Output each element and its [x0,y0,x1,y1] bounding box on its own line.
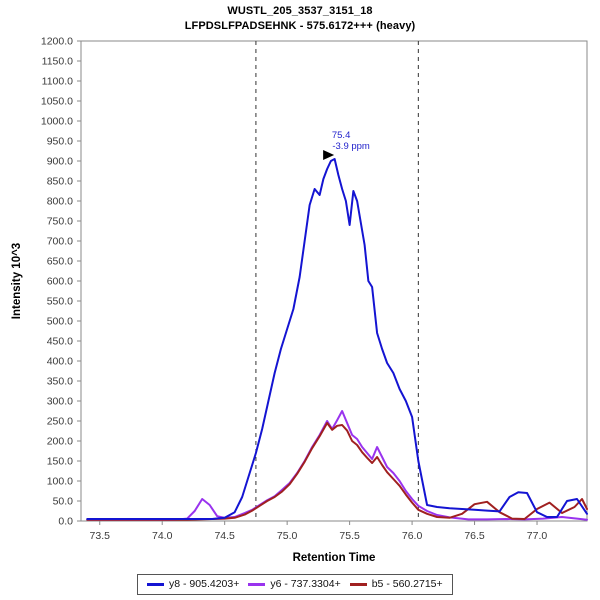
svg-text:73.5: 73.5 [90,530,111,542]
y-axis-label: Intensity 10^3 [11,243,23,319]
svg-text:700.0: 700.0 [47,236,73,248]
svg-text:500.0: 500.0 [47,316,73,328]
svg-text:1150.0: 1150.0 [42,56,73,68]
svg-text:77.0: 77.0 [527,530,548,542]
svg-text:50.0: 50.0 [53,496,74,508]
svg-text:75.0: 75.0 [277,530,298,542]
svg-text:550.0: 550.0 [47,296,73,308]
x-axis-label: Retention Time [293,552,376,564]
svg-text:800.0: 800.0 [47,196,73,208]
chart-legend[interactable]: y8 - 905.4203+ y6 - 737.3304+ b5 - 560.2… [137,574,453,595]
svg-text:1000.0: 1000.0 [41,116,73,128]
plot-frame [80,40,588,522]
svg-text:600.0: 600.0 [47,276,73,288]
legend-swatch-y8 [147,582,164,586]
legend-item-b5[interactable]: b5 - 560.2715+ [349,578,443,590]
svg-text:-3.9 ppm: -3.9 ppm [332,141,370,152]
x-axis-ticks: 73.5 74.0 74.5 75.0 75.5 76.0 76.5 77.0 [90,521,548,542]
svg-text:900.0: 900.0 [47,156,73,168]
integration-boundaries[interactable] [255,41,419,521]
chart-title-line1: WUSTL_205_3537_3151_18 [227,5,373,17]
svg-text:74.0: 74.0 [152,530,173,542]
legend-swatch-y6 [248,582,266,586]
legend-label-y8: y8 - 905.4203+ [169,578,240,590]
legend-swatch-b5 [349,582,367,586]
chart-title-line2: LFPDSLFPADSEHNK - 575.6172+++ (heavy) [184,20,416,32]
svg-text:76.5: 76.5 [464,530,485,542]
svg-text:75.4: 75.4 [332,130,351,141]
peak-annotation: 75.4-3.9 ppm [323,130,370,160]
svg-text:150.0: 150.0 [47,456,73,468]
y-axis-ticks: 0.0 50.0 100.0 150.0 200.0 250.0 300.0 350.0 400… [41,36,81,528]
svg-text:350.0: 350.0 [47,376,73,388]
svg-text:100.0: 100.0 [47,476,73,488]
series-layer[interactable] [86,158,588,521]
svg-text:200.0: 200.0 [47,436,73,448]
svg-text:850.0: 850.0 [47,176,73,188]
svg-text:250.0: 250.0 [47,416,73,428]
svg-text:1100.0: 1100.0 [42,76,73,88]
svg-text:76.0: 76.0 [402,530,423,542]
legend-label-y6: y6 - 737.3304+ [270,578,341,590]
legend-item-y8[interactable]: y8 - 905.4203+ [147,578,239,590]
svg-text:1200.0: 1200.0 [41,36,73,48]
svg-text:400.0: 400.0 [47,356,73,368]
legend-item-y6[interactable]: y6 - 737.3304+ [248,578,341,590]
svg-text:1050.0: 1050.0 [41,96,73,108]
chart-title-block: WUSTL_205_3537_3151_18 LFPDSLFPADSEHNK -… [0,4,600,34]
svg-text:74.5: 74.5 [214,530,235,542]
svg-text:650.0: 650.0 [47,256,73,268]
svg-text:750.0: 750.0 [47,216,73,228]
svg-text:75.5: 75.5 [339,530,360,542]
svg-text:300.0: 300.0 [47,396,73,408]
svg-text:0.0: 0.0 [58,516,73,528]
svg-text:450.0: 450.0 [47,336,73,348]
legend-label-b5: b5 - 560.2715+ [371,578,443,590]
svg-text:950.0: 950.0 [47,136,73,148]
